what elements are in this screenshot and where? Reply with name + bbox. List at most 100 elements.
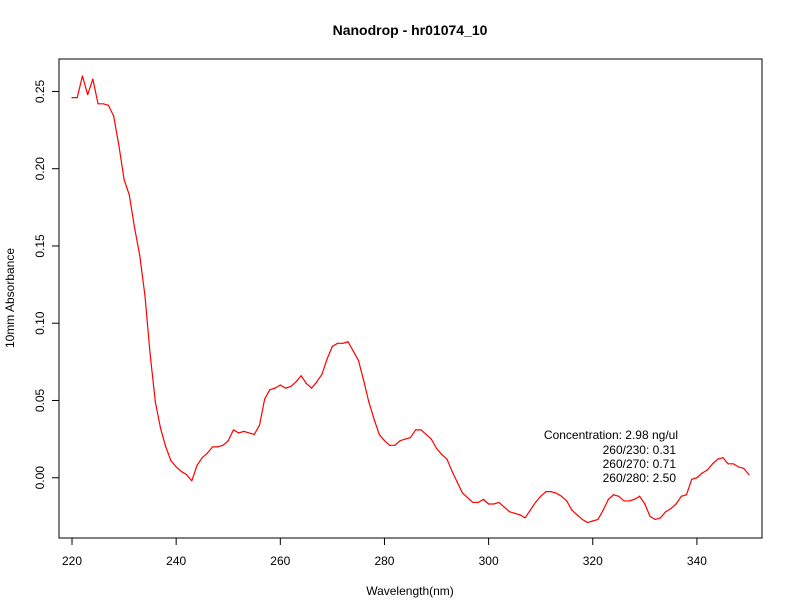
data-point — [425, 433, 427, 436]
ratio-260-280-text: 260/280: 2.50 — [603, 471, 677, 485]
data-point — [685, 494, 688, 496]
data-point — [508, 511, 511, 513]
data-point — [706, 469, 708, 471]
ratio-260-270-text: 260/270: 0.71 — [603, 457, 677, 471]
data-point — [264, 398, 266, 400]
y-tick-label: 0.00 — [33, 466, 47, 490]
data-point — [665, 511, 667, 513]
data-point — [300, 375, 302, 377]
data-point — [107, 104, 110, 106]
stats-annotation: Concentration: 2.98 ng/ul 260/230: 0.31 … — [544, 428, 678, 485]
data-point — [76, 97, 78, 99]
data-point — [404, 438, 406, 440]
data-point — [441, 453, 443, 456]
data-point — [92, 78, 94, 80]
data-point — [743, 467, 745, 470]
data-point — [331, 345, 333, 347]
x-axis: 220 240 260 280 300 320 340 — [62, 537, 707, 568]
data-point — [514, 512, 516, 514]
data-point — [154, 401, 156, 403]
data-point — [352, 350, 354, 352]
data-point — [581, 518, 583, 521]
data-point — [389, 444, 391, 446]
data-point — [274, 387, 276, 389]
data-point — [529, 509, 531, 511]
data-point — [399, 440, 401, 442]
data-point — [566, 500, 568, 502]
data-point — [87, 93, 89, 96]
data-point — [456, 481, 458, 483]
y-tick-label: 0.05 — [33, 388, 47, 412]
data-point — [363, 379, 365, 381]
data-point — [607, 498, 609, 500]
data-point — [602, 509, 604, 511]
ratio-260-230-text: 260/230: 0.31 — [603, 443, 677, 457]
x-axis-label: Wavelength(nm) — [366, 584, 454, 598]
data-point — [649, 515, 651, 517]
data-point — [326, 358, 328, 360]
data-point — [461, 492, 464, 494]
data-point — [435, 447, 438, 449]
y-tick-label: 0.10 — [33, 311, 47, 335]
data-point — [701, 472, 703, 474]
data-point — [305, 382, 307, 385]
data-point — [633, 498, 636, 500]
data-point — [201, 457, 203, 459]
data-point — [144, 294, 146, 297]
data-point — [217, 446, 219, 448]
data-point — [373, 418, 375, 420]
data-point — [357, 359, 360, 361]
data-point — [368, 401, 370, 403]
data-point — [81, 75, 84, 77]
data-point — [545, 491, 547, 493]
data-point — [659, 517, 662, 519]
y-axis: 0.00 0.05 0.10 0.15 0.20 0.25 — [33, 79, 60, 490]
data-point — [321, 373, 323, 375]
data-point — [378, 433, 380, 436]
data-point — [654, 518, 656, 521]
data-point — [493, 503, 495, 505]
data-point — [571, 509, 573, 511]
data-point — [727, 463, 729, 465]
data-point — [618, 495, 620, 497]
data-point — [316, 381, 318, 383]
data-point — [232, 429, 235, 431]
data-point — [196, 464, 198, 466]
data-point — [711, 463, 714, 465]
data-point — [597, 518, 599, 521]
x-tick-label: 240 — [166, 554, 186, 568]
concentration-text: Concentration: 2.98 ng/ul — [544, 428, 678, 442]
data-point — [337, 342, 339, 344]
data-point — [212, 446, 214, 448]
data-point — [472, 501, 474, 504]
data-point — [295, 381, 297, 383]
x-tick-label: 260 — [270, 554, 290, 568]
data-point — [102, 103, 104, 105]
data-point — [477, 501, 479, 504]
data-point — [284, 387, 287, 389]
data-point — [290, 385, 292, 388]
data-point — [248, 432, 250, 434]
data-point — [644, 503, 646, 505]
data-point — [170, 460, 172, 462]
data-point — [670, 508, 672, 510]
data-point — [310, 387, 313, 389]
data-point — [342, 342, 344, 344]
data-point — [732, 463, 734, 465]
data-point — [612, 494, 615, 496]
y-tick-label: 0.20 — [33, 157, 47, 181]
data-point — [451, 470, 453, 473]
data-point — [550, 491, 552, 493]
data-point — [149, 353, 151, 355]
data-point — [722, 457, 724, 459]
data-point — [185, 474, 188, 476]
data-point — [415, 429, 417, 431]
y-tick-label: 0.15 — [33, 234, 47, 258]
data-point — [680, 495, 682, 497]
data-point — [639, 495, 641, 497]
data-point — [555, 492, 557, 494]
data-point — [123, 178, 125, 181]
data-point — [519, 514, 521, 516]
data-point — [482, 498, 484, 500]
